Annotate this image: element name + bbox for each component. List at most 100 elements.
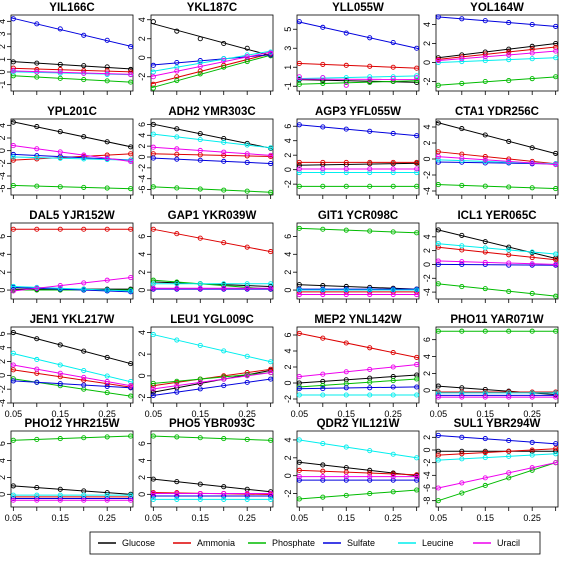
data-point-ammonia <box>174 151 180 157</box>
fit-line-sulfate <box>10 286 134 293</box>
data-point-glucose <box>553 150 559 156</box>
data-point-uracil <box>482 475 488 481</box>
panel-pho5-ybr093c: PHO5 YBR093C 0 2 4 6 0.05 0.15 0.25 <box>137 418 274 523</box>
data-point-leucine <box>221 56 227 62</box>
fit-line-phosphate <box>435 461 559 502</box>
x-tick-label: 0.15 <box>477 513 495 523</box>
data-point-ammonia <box>482 51 488 57</box>
data-point-leucine <box>57 285 63 291</box>
data-point-phosphate <box>57 184 63 190</box>
data-point-ammonia <box>268 249 274 255</box>
data-point-uracil <box>150 74 156 80</box>
data-point-glucose <box>81 63 87 69</box>
fit-line-sulfate <box>435 434 559 445</box>
data-point-uracil <box>529 261 535 267</box>
data-point-uracil <box>128 383 134 389</box>
data-point-phosphate <box>81 184 87 190</box>
data-point-sulfate <box>343 30 349 36</box>
data-point-glucose <box>128 361 134 367</box>
data-point-sulfate <box>81 32 87 38</box>
data-point-phosphate <box>435 328 441 334</box>
data-point-glucose <box>57 129 63 135</box>
panel-frame <box>150 430 274 508</box>
data-point-glucose <box>506 244 512 250</box>
data-point-sulfate <box>244 159 250 165</box>
y-tick-label: -6 <box>422 484 432 492</box>
data-point-phosphate <box>390 378 396 384</box>
data-point-phosphate <box>435 82 441 88</box>
data-point-ammonia <box>367 470 373 476</box>
data-point-sulfate <box>553 23 559 29</box>
data-point-glucose <box>529 145 535 151</box>
data-point-glucose <box>10 483 16 489</box>
legend-label: Ammonia <box>197 538 235 548</box>
data-point-phosphate <box>414 487 420 493</box>
y-tick-label: -2 <box>283 395 293 403</box>
data-point-sulfate <box>414 384 420 390</box>
y-tick-label: 6 <box>137 441 147 446</box>
data-point-uracil <box>320 371 326 377</box>
data-point-phosphate <box>268 437 274 443</box>
fit-line-phosphate <box>435 184 559 190</box>
fit-line-glucose <box>10 331 134 365</box>
y-tick-label: -2 <box>137 73 147 81</box>
x-tick-label: 0.25 <box>523 513 541 523</box>
data-point-phosphate <box>244 188 250 194</box>
data-point-leucine <box>459 243 465 249</box>
data-point-leucine <box>343 170 349 176</box>
y-tick-label: 0 <box>422 262 432 267</box>
panel-ykl187c: YKL187C -2 0 2 4 <box>137 2 274 95</box>
y-tick-label: 6 <box>0 331 7 336</box>
x-tick-label: 0.05 <box>430 409 448 419</box>
data-point-phosphate <box>221 187 227 193</box>
data-point-sulfate <box>34 379 40 385</box>
data-point-glucose <box>367 161 373 167</box>
y-tick-label: 1 <box>0 57 7 62</box>
fit-line-glucose <box>435 228 559 260</box>
data-point-sulfate <box>57 26 63 32</box>
fit-line-phosphate <box>10 75 134 83</box>
y-tick-label: 6 <box>283 332 293 337</box>
panel-frame <box>10 326 134 404</box>
data-point-uracil <box>459 394 465 400</box>
data-point-leucine <box>268 496 274 502</box>
data-point-ammonia <box>343 62 349 68</box>
data-point-ammonia <box>390 159 396 165</box>
fit-line-leucine <box>435 243 559 255</box>
y-tick-label: 3 <box>283 46 293 51</box>
data-point-uracil <box>174 383 180 389</box>
data-point-sulfate <box>390 40 396 46</box>
data-point-leucine <box>197 137 203 143</box>
data-point-glucose <box>34 336 40 342</box>
data-point-phosphate <box>197 186 203 192</box>
data-point-glucose <box>296 162 302 168</box>
panel-icl1-yer065c: ICL1 YER065C -4 -2 0 2 4 <box>422 210 559 303</box>
y-tick-label: 2 <box>283 364 293 369</box>
fit-line-phosphate <box>150 435 274 441</box>
data-point-leucine <box>150 131 156 137</box>
data-point-leucine <box>343 75 349 81</box>
data-point-phosphate <box>553 293 559 299</box>
fit-line-ammonia <box>296 332 420 359</box>
y-tick-label: 3 <box>0 31 7 36</box>
data-point-uracil <box>506 470 512 476</box>
data-point-uracil <box>435 485 441 491</box>
data-point-leucine <box>367 392 373 398</box>
data-point-sulfate <box>367 128 373 134</box>
fit-line-glucose <box>150 123 274 150</box>
data-point-phosphate <box>128 433 134 439</box>
data-point-phosphate <box>10 437 16 443</box>
y-tick-label: 0 <box>283 288 293 293</box>
y-tick-label: -4 <box>422 288 432 296</box>
data-point-sulfate <box>197 157 203 163</box>
x-tick-label: 0.15 <box>338 513 356 523</box>
data-point-leucine <box>57 492 63 498</box>
data-point-uracil <box>529 394 535 400</box>
y-tick-label: 0 <box>137 154 147 159</box>
data-point-phosphate <box>174 78 180 84</box>
data-point-uracil <box>197 285 203 291</box>
data-point-glucose <box>221 40 227 47</box>
data-point-ammonia <box>343 159 349 165</box>
data-point-phosphate <box>529 76 535 82</box>
